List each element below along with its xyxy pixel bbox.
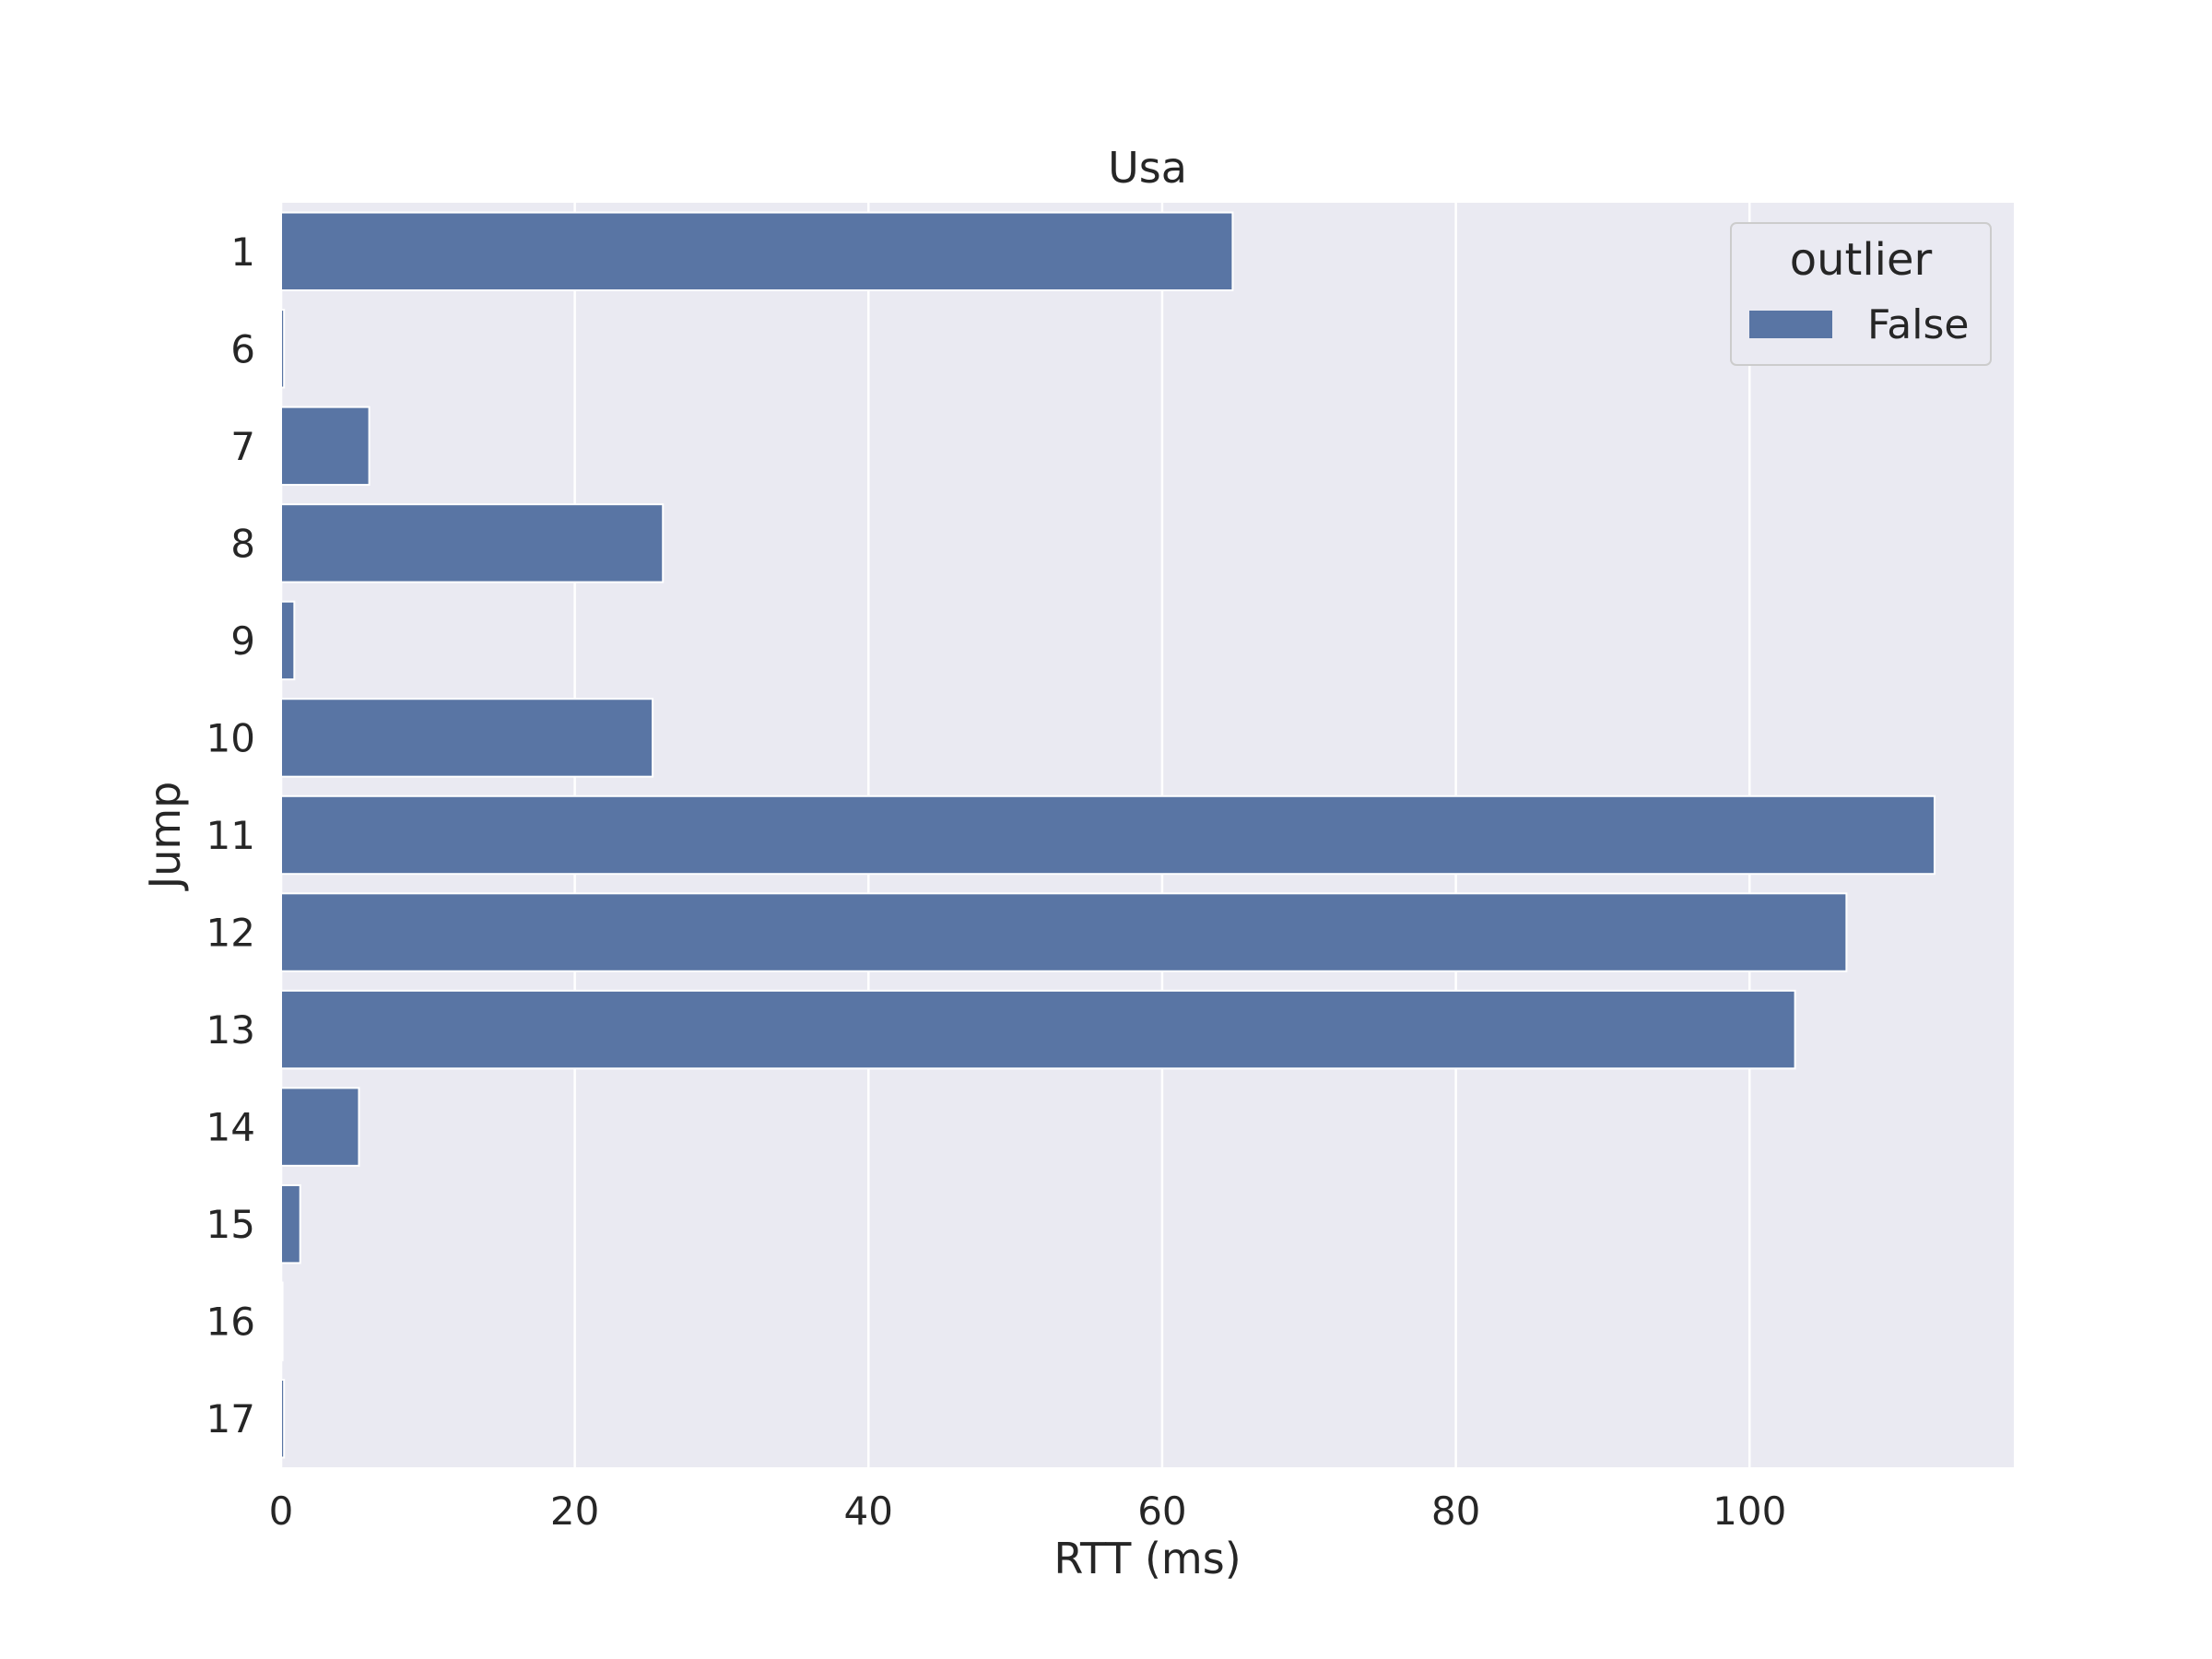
bar: [280, 892, 1848, 972]
bar: [280, 309, 286, 389]
bar: [280, 600, 296, 681]
legend: outlier False: [1730, 222, 1992, 366]
x-tick-label: 20: [550, 1488, 599, 1534]
legend-title: outlier: [1790, 234, 1933, 286]
y-tick-label: 10: [206, 715, 255, 760]
legend-swatch: [1749, 311, 1832, 338]
y-tick-label: 6: [230, 326, 255, 371]
x-tick-label: 100: [1712, 1488, 1786, 1534]
y-tick-label: 14: [206, 1105, 255, 1150]
x-tick-label: 40: [844, 1488, 893, 1534]
bar: [280, 1281, 284, 1361]
chart-title: Usa: [1108, 143, 1187, 193]
y-tick-label: 1: [230, 229, 255, 275]
y-tick-label: 7: [230, 424, 255, 469]
bar: [280, 1087, 360, 1167]
bars: [280, 211, 1936, 1459]
y-tick-label: 13: [206, 1007, 255, 1053]
bar: [280, 1379, 286, 1459]
bar: [280, 698, 654, 778]
bar: [280, 989, 1796, 1070]
y-tick-label: 9: [230, 618, 255, 664]
legend-label: False: [1867, 301, 1969, 348]
x-tick-label: 0: [269, 1488, 294, 1534]
y-axis-label: Jump: [140, 782, 190, 892]
bar: [280, 406, 371, 487]
y-tick-label: 8: [230, 521, 255, 566]
y-tick-label: 11: [206, 813, 255, 858]
y-tick-label: 16: [206, 1300, 255, 1345]
bar: [280, 211, 1234, 291]
x-tick-labels: 0 20 40 60 80 100: [269, 1488, 1787, 1534]
bar: [280, 1183, 301, 1265]
bar: [280, 503, 665, 583]
y-tick-label: 12: [206, 911, 255, 956]
x-tick-label: 60: [1137, 1488, 1186, 1534]
x-tick-label: 80: [1431, 1488, 1480, 1534]
bar: [280, 794, 1936, 876]
y-tick-label: 15: [206, 1202, 255, 1247]
x-axis-label: RTT (ms): [1053, 1534, 1241, 1583]
y-tick-label: 17: [206, 1396, 255, 1441]
